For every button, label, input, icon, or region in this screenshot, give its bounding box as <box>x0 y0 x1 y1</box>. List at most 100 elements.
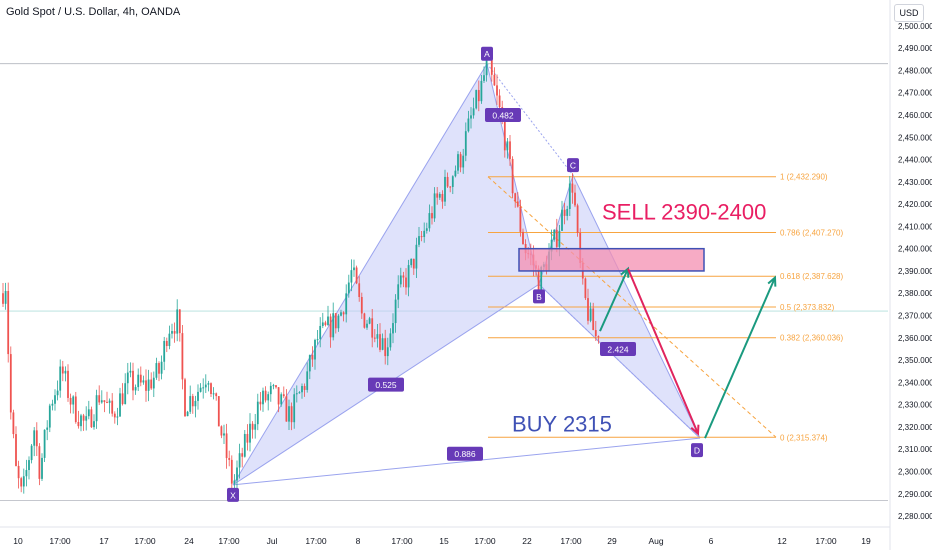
candle-body <box>511 158 514 194</box>
arrow-up-short <box>599 268 629 332</box>
point-d-label: D <box>694 446 700 456</box>
price-tick-label: 2,420.000 <box>898 200 932 209</box>
candle-body <box>334 313 337 329</box>
candle-body <box>48 405 51 428</box>
candle-body <box>243 433 246 457</box>
candle-body <box>306 371 309 390</box>
candle-body <box>405 277 407 288</box>
candle-body <box>106 401 108 403</box>
candle-body <box>103 400 106 402</box>
candle-body <box>282 394 285 397</box>
candle-body <box>353 267 355 271</box>
arrow-up-long <box>704 277 776 439</box>
candle-body <box>199 387 202 392</box>
candle-body <box>490 59 493 75</box>
candle-body <box>363 313 366 328</box>
candle-body <box>137 374 140 388</box>
candle-body <box>41 457 43 479</box>
time-tick-label: 17:00 <box>815 536 837 546</box>
candle-body <box>20 478 23 487</box>
candle-body <box>189 396 192 412</box>
price-tick-label: 2,440.000 <box>898 156 932 165</box>
candle-body <box>22 476 25 487</box>
overlays: SELL 2390-2400 BUY 2315 A C B X D 0.482 0.525 2.4… <box>227 46 777 502</box>
time-axis[interactable]: 10 17:00 17 17:00 24 17:00 Jul 17:00 8 17:00 15 17:… <box>13 536 871 546</box>
candle-body <box>119 393 121 417</box>
candle-body <box>509 141 511 159</box>
candle-body <box>77 422 80 427</box>
candle-body <box>496 85 498 96</box>
candle-body <box>355 267 358 284</box>
sell-annotation: SELL 2390-2400 <box>602 200 766 225</box>
candle-body <box>46 427 49 430</box>
candle-body <box>111 400 114 414</box>
candle-body <box>441 193 444 202</box>
candle-body <box>269 385 272 395</box>
point-c-label-bg <box>567 158 579 173</box>
candle-body <box>129 370 132 373</box>
candle-body <box>316 339 319 341</box>
candle-body <box>298 392 301 394</box>
price-tick-label: 2,300.000 <box>898 468 932 477</box>
candle-body <box>220 426 223 436</box>
candle-body <box>238 453 241 468</box>
candle-body <box>163 340 166 362</box>
candle-body <box>477 90 480 102</box>
price-tick-label: 2,340.000 <box>898 378 932 387</box>
candle-body <box>342 312 345 315</box>
ac-line <box>486 63 574 176</box>
candle-body <box>592 308 595 331</box>
candle-body <box>522 231 524 245</box>
time-tick-label: 17:00 <box>49 536 71 546</box>
ratio-xd-label-bg <box>447 446 483 461</box>
candle-body <box>451 176 454 187</box>
candle-body <box>397 284 400 300</box>
candle-body <box>574 192 576 206</box>
candle-body <box>262 390 264 405</box>
candle-body <box>568 183 571 209</box>
time-tick-label: 17:00 <box>474 536 496 546</box>
price-tick-label: 2,490.000 <box>898 44 932 53</box>
price-tick-label: 2,360.000 <box>898 334 932 343</box>
candle-body <box>555 229 558 247</box>
candle-body <box>150 379 153 389</box>
candle-body <box>467 118 470 132</box>
point-x-label-bg <box>227 487 239 502</box>
candle-body <box>4 290 7 304</box>
price-axis[interactable]: 2,280.000 2,290.000 2,300.000 2,310.000 2,32… <box>898 22 932 521</box>
candle-body <box>25 470 28 477</box>
candle-body <box>142 380 145 383</box>
price-tick-label: 2,380.000 <box>898 289 932 298</box>
candle-body <box>28 460 30 471</box>
candle-body <box>553 229 556 240</box>
candle-body <box>165 340 168 347</box>
candle-body <box>223 433 225 436</box>
price-tick-label: 2,330.000 <box>898 401 932 410</box>
candle-body <box>516 201 519 207</box>
candle-body <box>384 338 387 357</box>
candle-body <box>246 433 249 443</box>
candle-body <box>95 395 98 422</box>
candle-body <box>158 363 160 374</box>
fib-label: 0.786 (2,407.270) <box>780 228 843 237</box>
candle-body <box>386 347 389 357</box>
candle-body <box>212 393 215 395</box>
ratio-xb-label-bg <box>368 377 404 392</box>
candle-body <box>69 397 72 405</box>
candle-body <box>433 193 436 219</box>
time-tick-label: 15 <box>439 536 449 546</box>
candle-body <box>506 141 509 151</box>
arrow-up-long-head <box>767 275 777 287</box>
currency-button[interactable]: USD <box>894 4 924 22</box>
price-tick-label: 2,410.000 <box>898 222 932 231</box>
candle-body <box>337 315 340 329</box>
time-tick-label: Aug <box>648 536 663 546</box>
price-tick-label: 2,310.000 <box>898 445 932 454</box>
price-tick-label: 2,470.000 <box>898 89 932 98</box>
candle-body <box>493 74 496 86</box>
candle-body <box>272 385 275 387</box>
candle-body <box>160 361 163 374</box>
candle-body <box>514 193 517 202</box>
candle-body <box>280 394 283 405</box>
